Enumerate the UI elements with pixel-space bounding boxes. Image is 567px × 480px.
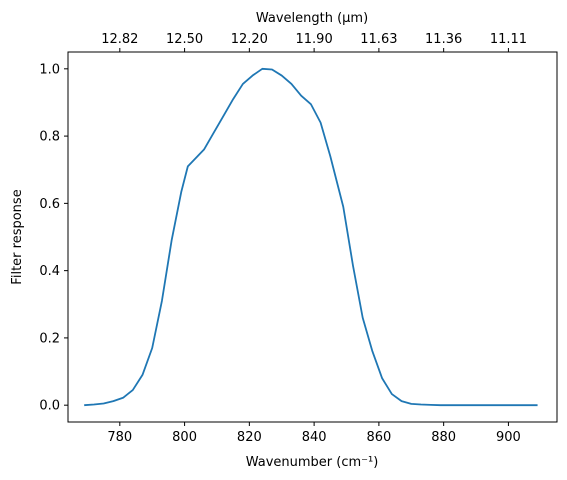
x-tick-label: 800: [172, 430, 197, 445]
y-axis-title: Filter response: [10, 189, 25, 284]
top-x-tick-label: 11.90: [296, 32, 333, 47]
top-x-tick-label: 12.50: [166, 32, 203, 47]
x-tick-label: 860: [366, 430, 391, 445]
y-tick-label: 0.0: [39, 399, 60, 414]
x-tick-label: 900: [496, 430, 521, 445]
y-tick-label: 0.8: [39, 130, 60, 145]
top-x-axis-title: Wavelength (μm): [256, 11, 368, 26]
top-x-tick-label: 12.20: [231, 32, 268, 47]
x-axis-ticks: 780 800 820 840 860 880 900: [107, 422, 521, 445]
y-tick-label: 0.4: [39, 264, 60, 279]
x-tick-label: 880: [431, 430, 456, 445]
plot-area: [67, 51, 558, 423]
series-line: [84, 67, 538, 407]
top-x-tick-label: 12.82: [101, 32, 138, 47]
y-axis-ticks: 0.0 0.2 0.4 0.6 0.8 1.0: [39, 62, 68, 414]
y-tick-label: 0.2: [39, 331, 60, 346]
x-tick-label: 820: [237, 430, 262, 445]
y-tick-label: 0.6: [39, 197, 60, 212]
top-x-axis-ticks: 12.82 12.50 12.20 11.90 11.63 11.36 11.11: [101, 32, 527, 52]
top-x-tick-label: 11.63: [360, 32, 397, 47]
y-tick-label: 1.0: [39, 62, 60, 77]
x-tick-label: 780: [107, 430, 132, 445]
top-x-tick-label: 11.11: [490, 32, 527, 47]
x-axis-title: Wavenumber (cm⁻¹): [246, 455, 379, 470]
top-x-tick-label: 11.36: [425, 32, 462, 47]
x-tick-label: 840: [302, 430, 327, 445]
